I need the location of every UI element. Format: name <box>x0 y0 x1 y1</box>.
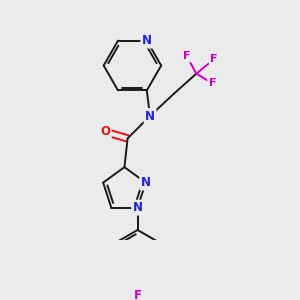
Text: N: N <box>133 201 142 214</box>
Text: O: O <box>100 125 110 139</box>
Text: N: N <box>141 176 151 189</box>
Text: F: F <box>134 289 142 300</box>
Text: N: N <box>142 34 152 47</box>
Text: F: F <box>208 78 216 88</box>
Text: F: F <box>183 51 190 61</box>
Text: N: N <box>145 110 155 122</box>
Text: F: F <box>210 54 218 64</box>
